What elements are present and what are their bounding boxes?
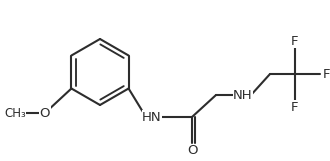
Text: CH₃: CH₃ xyxy=(4,106,26,119)
Text: F: F xyxy=(291,34,299,47)
Text: NH: NH xyxy=(233,89,253,101)
Text: HN: HN xyxy=(142,110,162,123)
Text: O: O xyxy=(40,106,50,119)
Text: F: F xyxy=(291,100,299,114)
Text: F: F xyxy=(322,67,330,80)
Text: O: O xyxy=(187,145,197,157)
